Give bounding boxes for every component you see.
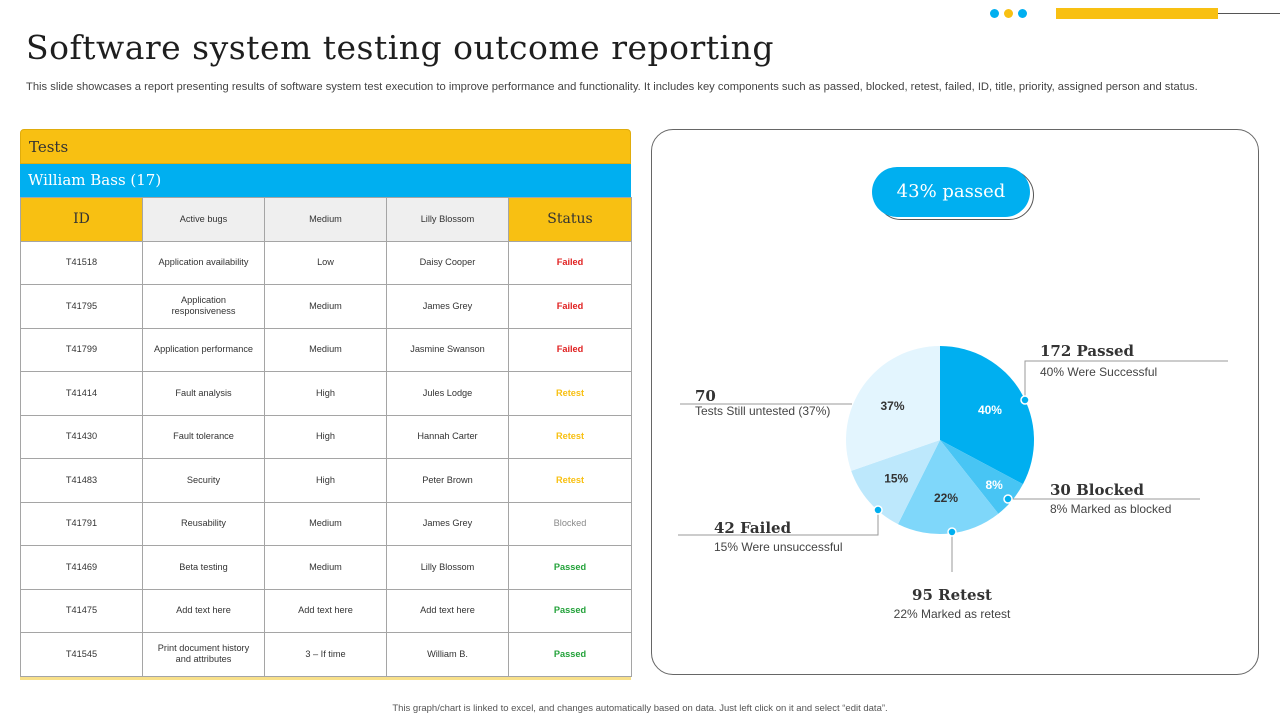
- person-header: William Bass (17): [20, 164, 631, 197]
- row-title: Reusability: [142, 501, 265, 546]
- col-title: Active bugs: [142, 197, 265, 242]
- row-id: T41469: [20, 545, 143, 590]
- pie-label-blocked: 8%: [985, 478, 1003, 492]
- deco-dot-blue-1: [990, 9, 999, 18]
- callout-heading-untested: 70: [695, 387, 716, 405]
- callout-heading-retest: 95 Retest: [912, 586, 992, 604]
- row-priority: 3 – If time: [264, 632, 387, 677]
- row-person: Daisy Cooper: [386, 240, 509, 285]
- row-person: William B.: [386, 632, 509, 677]
- callout-line-passed: [1024, 360, 1228, 400]
- table-row: T41469 Beta testing Medium Lilly Blossom Pas…: [20, 545, 632, 590]
- deco-dot-yellow: [1004, 9, 1013, 18]
- row-status: Retest: [508, 458, 632, 503]
- table-row: T41545 Print document history and attribu…: [20, 632, 632, 677]
- row-status: Retest: [508, 414, 632, 459]
- callout-heading-blocked: 30 Blocked: [1050, 481, 1145, 499]
- col-priority: Medium: [264, 197, 387, 242]
- pie-label-retest: 22%: [934, 491, 958, 505]
- row-status: Failed: [508, 327, 632, 372]
- row-title: Beta testing: [142, 545, 265, 590]
- deco-bar: [1056, 8, 1218, 19]
- callout-sub-blocked: 8% Marked as blocked: [1050, 502, 1171, 516]
- row-title: Fault tolerance: [142, 414, 265, 459]
- row-id: T41475: [20, 588, 143, 633]
- row-id: T41518: [20, 240, 143, 285]
- callout-sub-untested: Tests Still untested (37%): [695, 404, 830, 418]
- header-decoration: [990, 8, 1280, 20]
- table-row: T41791 Reusability Medium James Grey Blocked: [20, 501, 632, 546]
- chart-panel: [651, 129, 1259, 675]
- test-table: Tests William Bass (17) ID Active bugs M…: [20, 129, 632, 680]
- row-title: Application responsiveness: [142, 284, 265, 329]
- row-person: Lilly Blossom: [386, 545, 509, 590]
- row-status: Failed: [508, 240, 632, 285]
- page-subtitle: This slide showcases a report presenting…: [26, 81, 1198, 93]
- row-person: James Grey: [386, 284, 509, 329]
- table-row: T41483 Security High Peter Brown Retest: [20, 458, 632, 503]
- table-row: T41795 Application responsiveness Medium Ja…: [20, 284, 632, 329]
- row-person: James Grey: [386, 501, 509, 546]
- row-id: T41791: [20, 501, 143, 546]
- deco-dot-blue-2: [1018, 9, 1027, 18]
- callout-sub-passed: 40% Were Successful: [1040, 365, 1157, 379]
- callout-heading-failed: 42 Failed: [714, 519, 792, 537]
- table-row: T41430 Fault tolerance High Hannah Carter Re…: [20, 414, 632, 459]
- row-status: Passed: [508, 632, 632, 677]
- table-body: T41518 Application availability Low Daisy C…: [20, 240, 632, 677]
- pie-label-passed: 40%: [978, 403, 1002, 417]
- callout-sub-retest: 22% Marked as retest: [894, 607, 1011, 621]
- row-priority: High: [264, 458, 387, 503]
- tests-header: Tests: [20, 129, 631, 164]
- row-priority: Add text here: [264, 588, 387, 633]
- pie-slice-failed: [851, 440, 940, 525]
- row-title: Application availability: [142, 240, 265, 285]
- row-priority: Medium: [264, 545, 387, 590]
- footer-note: This graph/chart is linked to excel, and…: [392, 703, 888, 714]
- results-table: ID Active bugs Medium Lilly Blossom Stat…: [20, 197, 632, 677]
- col-status: Status: [508, 197, 632, 242]
- callout-line-failed: [678, 510, 879, 536]
- page-title: Software system testing outcome reportin…: [26, 28, 774, 67]
- row-title: Add text here: [142, 588, 265, 633]
- pie-slice-untested: [845, 346, 940, 471]
- callout-dot-blocked: [1003, 494, 1013, 504]
- row-status: Passed: [508, 545, 632, 590]
- row-status: Blocked: [508, 501, 632, 546]
- pie-slice-blocked: [940, 440, 1023, 514]
- deco-line: [1218, 13, 1280, 14]
- row-title: Application performance: [142, 327, 265, 372]
- row-title: Security: [142, 458, 265, 503]
- pie-slice-retest: [897, 440, 999, 534]
- pie-label-failed: 15%: [884, 471, 908, 485]
- table-row: T41518 Application availability Low Daisy C…: [20, 240, 632, 285]
- row-status: Failed: [508, 284, 632, 329]
- row-person: Hannah Carter: [386, 414, 509, 459]
- pie-slice-passed: [940, 346, 1035, 485]
- table-row: T41799 Application performance Medium Jasmi…: [20, 327, 632, 372]
- table-bottom-border: [20, 676, 631, 680]
- pie-label-untested: 37%: [880, 399, 904, 413]
- row-person: Add text here: [386, 588, 509, 633]
- row-priority: Medium: [264, 501, 387, 546]
- passed-pill: 43% passed: [872, 167, 1030, 217]
- callout-dot-retest: [947, 527, 957, 537]
- row-status: Passed: [508, 588, 632, 633]
- callout-dot-passed: [1020, 395, 1030, 405]
- row-id: T41545: [20, 632, 143, 677]
- row-id: T41799: [20, 327, 143, 372]
- callout-dot-failed: [873, 505, 883, 515]
- callout-heading-passed: 172 Passed: [1040, 342, 1135, 360]
- callout-sub-failed: 15% Were unsuccessful: [714, 540, 843, 554]
- col-id: ID: [20, 197, 143, 242]
- table-header-row: ID Active bugs Medium Lilly Blossom Stat…: [20, 197, 632, 242]
- table-row: T41475 Add text here Add text here Add text…: [20, 588, 632, 633]
- row-id: T41795: [20, 284, 143, 329]
